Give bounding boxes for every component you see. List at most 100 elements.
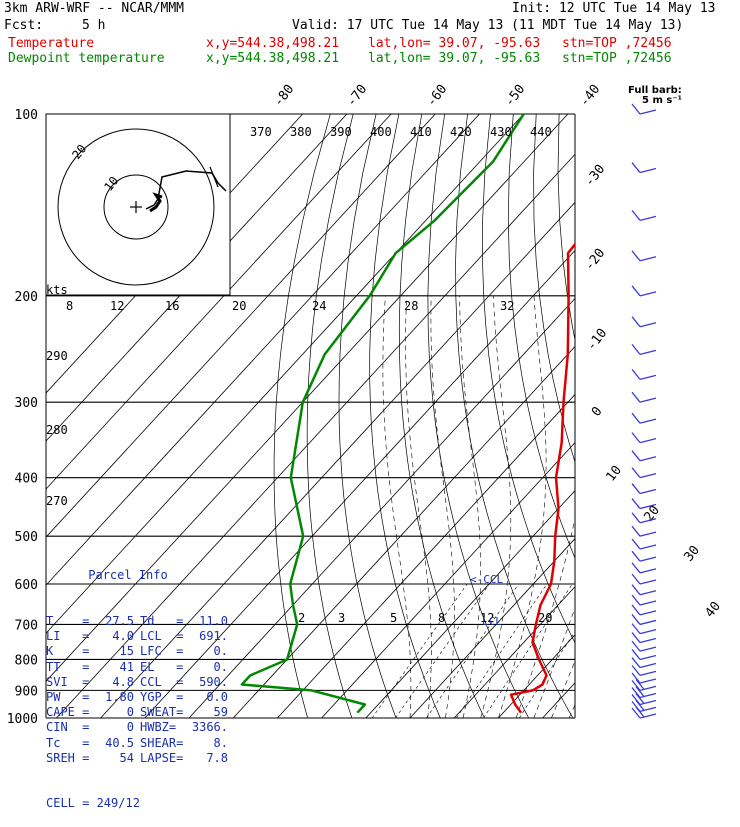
isentrope-label: 440 xyxy=(530,125,552,139)
wind-barb-flag xyxy=(632,210,640,220)
isentrope-label: 370 xyxy=(250,125,272,139)
pressure-label: 400 xyxy=(15,472,38,487)
dry-adiabat xyxy=(651,114,740,718)
wind-barb-flag xyxy=(632,317,640,327)
wind-barb-shaft xyxy=(640,601,656,605)
dry-adiabat xyxy=(696,114,740,718)
wind-barb-shaft xyxy=(640,257,656,261)
isotherm-label: -80 xyxy=(271,82,297,110)
mixing-ratio-line xyxy=(519,584,606,718)
parcel-param-label: YGP = xyxy=(140,690,188,705)
wind-barb-flag xyxy=(632,551,640,561)
wind-barb-shaft xyxy=(640,679,656,683)
wind-barb-shaft xyxy=(640,292,656,296)
hodograph-units: kts xyxy=(46,283,68,297)
wind-barb-shaft xyxy=(640,110,656,114)
parcel-param-label: EL = xyxy=(140,660,188,675)
wind-barb-shaft xyxy=(640,620,656,624)
wind-barb-flag xyxy=(632,614,640,624)
parcel-param-label: TT = xyxy=(46,660,94,675)
upper-row-label: 28 xyxy=(404,299,418,313)
wind-barb-flag xyxy=(632,526,640,536)
wind-barb-shaft xyxy=(640,639,656,643)
pressure-label: 500 xyxy=(15,530,38,545)
dry-adiabat xyxy=(719,114,740,718)
parcel-param-value: 8. xyxy=(188,736,228,751)
mixing-ratio-label: 8 xyxy=(438,611,445,625)
parcel-param-label: T = xyxy=(46,614,94,629)
isotherm-line xyxy=(543,114,740,718)
parcel-param-label: HWBZ= xyxy=(140,720,188,735)
isotherm-label: -40 xyxy=(577,82,603,110)
pressure-label: 1000 xyxy=(7,712,38,727)
wind-barb-flag xyxy=(632,605,640,615)
isentrope-label: 390 xyxy=(330,125,352,139)
moist-adiabat xyxy=(498,296,546,718)
parcel-param-value: 0. xyxy=(188,644,228,659)
wind-barb xyxy=(632,574,656,584)
wind-barb-shaft xyxy=(640,655,656,659)
parcel-param-value: 0. xyxy=(188,660,228,675)
isotherm-label: -70 xyxy=(344,82,370,110)
wind-barb xyxy=(632,317,656,327)
parcel-param-value: 54 xyxy=(94,751,134,766)
wind-barb-flag xyxy=(632,163,640,173)
parcel-param-value: 0 xyxy=(94,705,134,720)
wind-barb-flag xyxy=(632,624,640,634)
dry-adiabat xyxy=(274,114,330,718)
isentrope-label: 380 xyxy=(290,125,312,139)
parcel-param-label: Td = xyxy=(140,614,188,629)
dry-adiabat xyxy=(428,114,529,718)
isentrope-label: 400 xyxy=(370,125,392,139)
parcel-param-label: CCL = xyxy=(140,675,188,690)
wind-barb-flag xyxy=(632,513,640,523)
isotherm-line xyxy=(322,114,740,718)
pressure-label: 700 xyxy=(15,618,38,633)
wind-barb-shaft xyxy=(640,350,656,354)
upper-row-label: 20 xyxy=(232,299,246,313)
isotherm-label: 10 xyxy=(604,463,625,485)
moist-adiabat xyxy=(551,296,693,718)
parcel-param-label: SHEAR= xyxy=(140,736,188,751)
pressure-label: 300 xyxy=(15,396,38,411)
isotherm-label: 30 xyxy=(682,543,703,565)
lcl-marker: LCL xyxy=(482,615,502,628)
wind-barb xyxy=(632,595,656,605)
wind-barb-flag xyxy=(632,585,640,595)
wind-barb-flag xyxy=(632,344,640,354)
dry-adiabat xyxy=(628,114,740,718)
wind-barb xyxy=(632,392,656,402)
wind-barb-flag xyxy=(632,433,640,443)
upper-row-label: 16 xyxy=(165,299,179,313)
parcel-param-label: CIN = xyxy=(46,720,94,735)
isotherm-label: -10 xyxy=(584,326,610,354)
wind-barb-shaft xyxy=(640,545,656,549)
wind-barb-flag xyxy=(632,468,640,478)
wind-barb-shaft xyxy=(640,532,656,536)
wind-barb-shaft xyxy=(640,439,656,443)
wind-barb xyxy=(632,251,656,261)
isentrope-label: 270 xyxy=(46,494,68,508)
parcel-param-label: SWEAT= xyxy=(140,705,188,720)
parcel-param-value: 4.0 xyxy=(94,629,134,644)
dry-adiabat xyxy=(674,114,740,718)
wind-barb-flag xyxy=(632,251,640,261)
isotherm-label: 0 xyxy=(589,404,606,419)
wind-barb-shaft xyxy=(640,457,656,461)
parcel-param-label: LAPSE= xyxy=(140,751,188,766)
wind-barb-flag xyxy=(632,369,640,379)
parcel-param-value: 1.80 xyxy=(94,690,134,705)
isentrope-label: 420 xyxy=(450,125,472,139)
parcel-param-value: 691. xyxy=(188,629,228,644)
wind-barb-shaft xyxy=(640,557,656,561)
parcel-param-value: 59 xyxy=(188,705,228,720)
parcel-param-label: SREH = xyxy=(46,751,94,766)
wind-barb-flag xyxy=(632,633,640,643)
wind-barb xyxy=(632,585,656,595)
